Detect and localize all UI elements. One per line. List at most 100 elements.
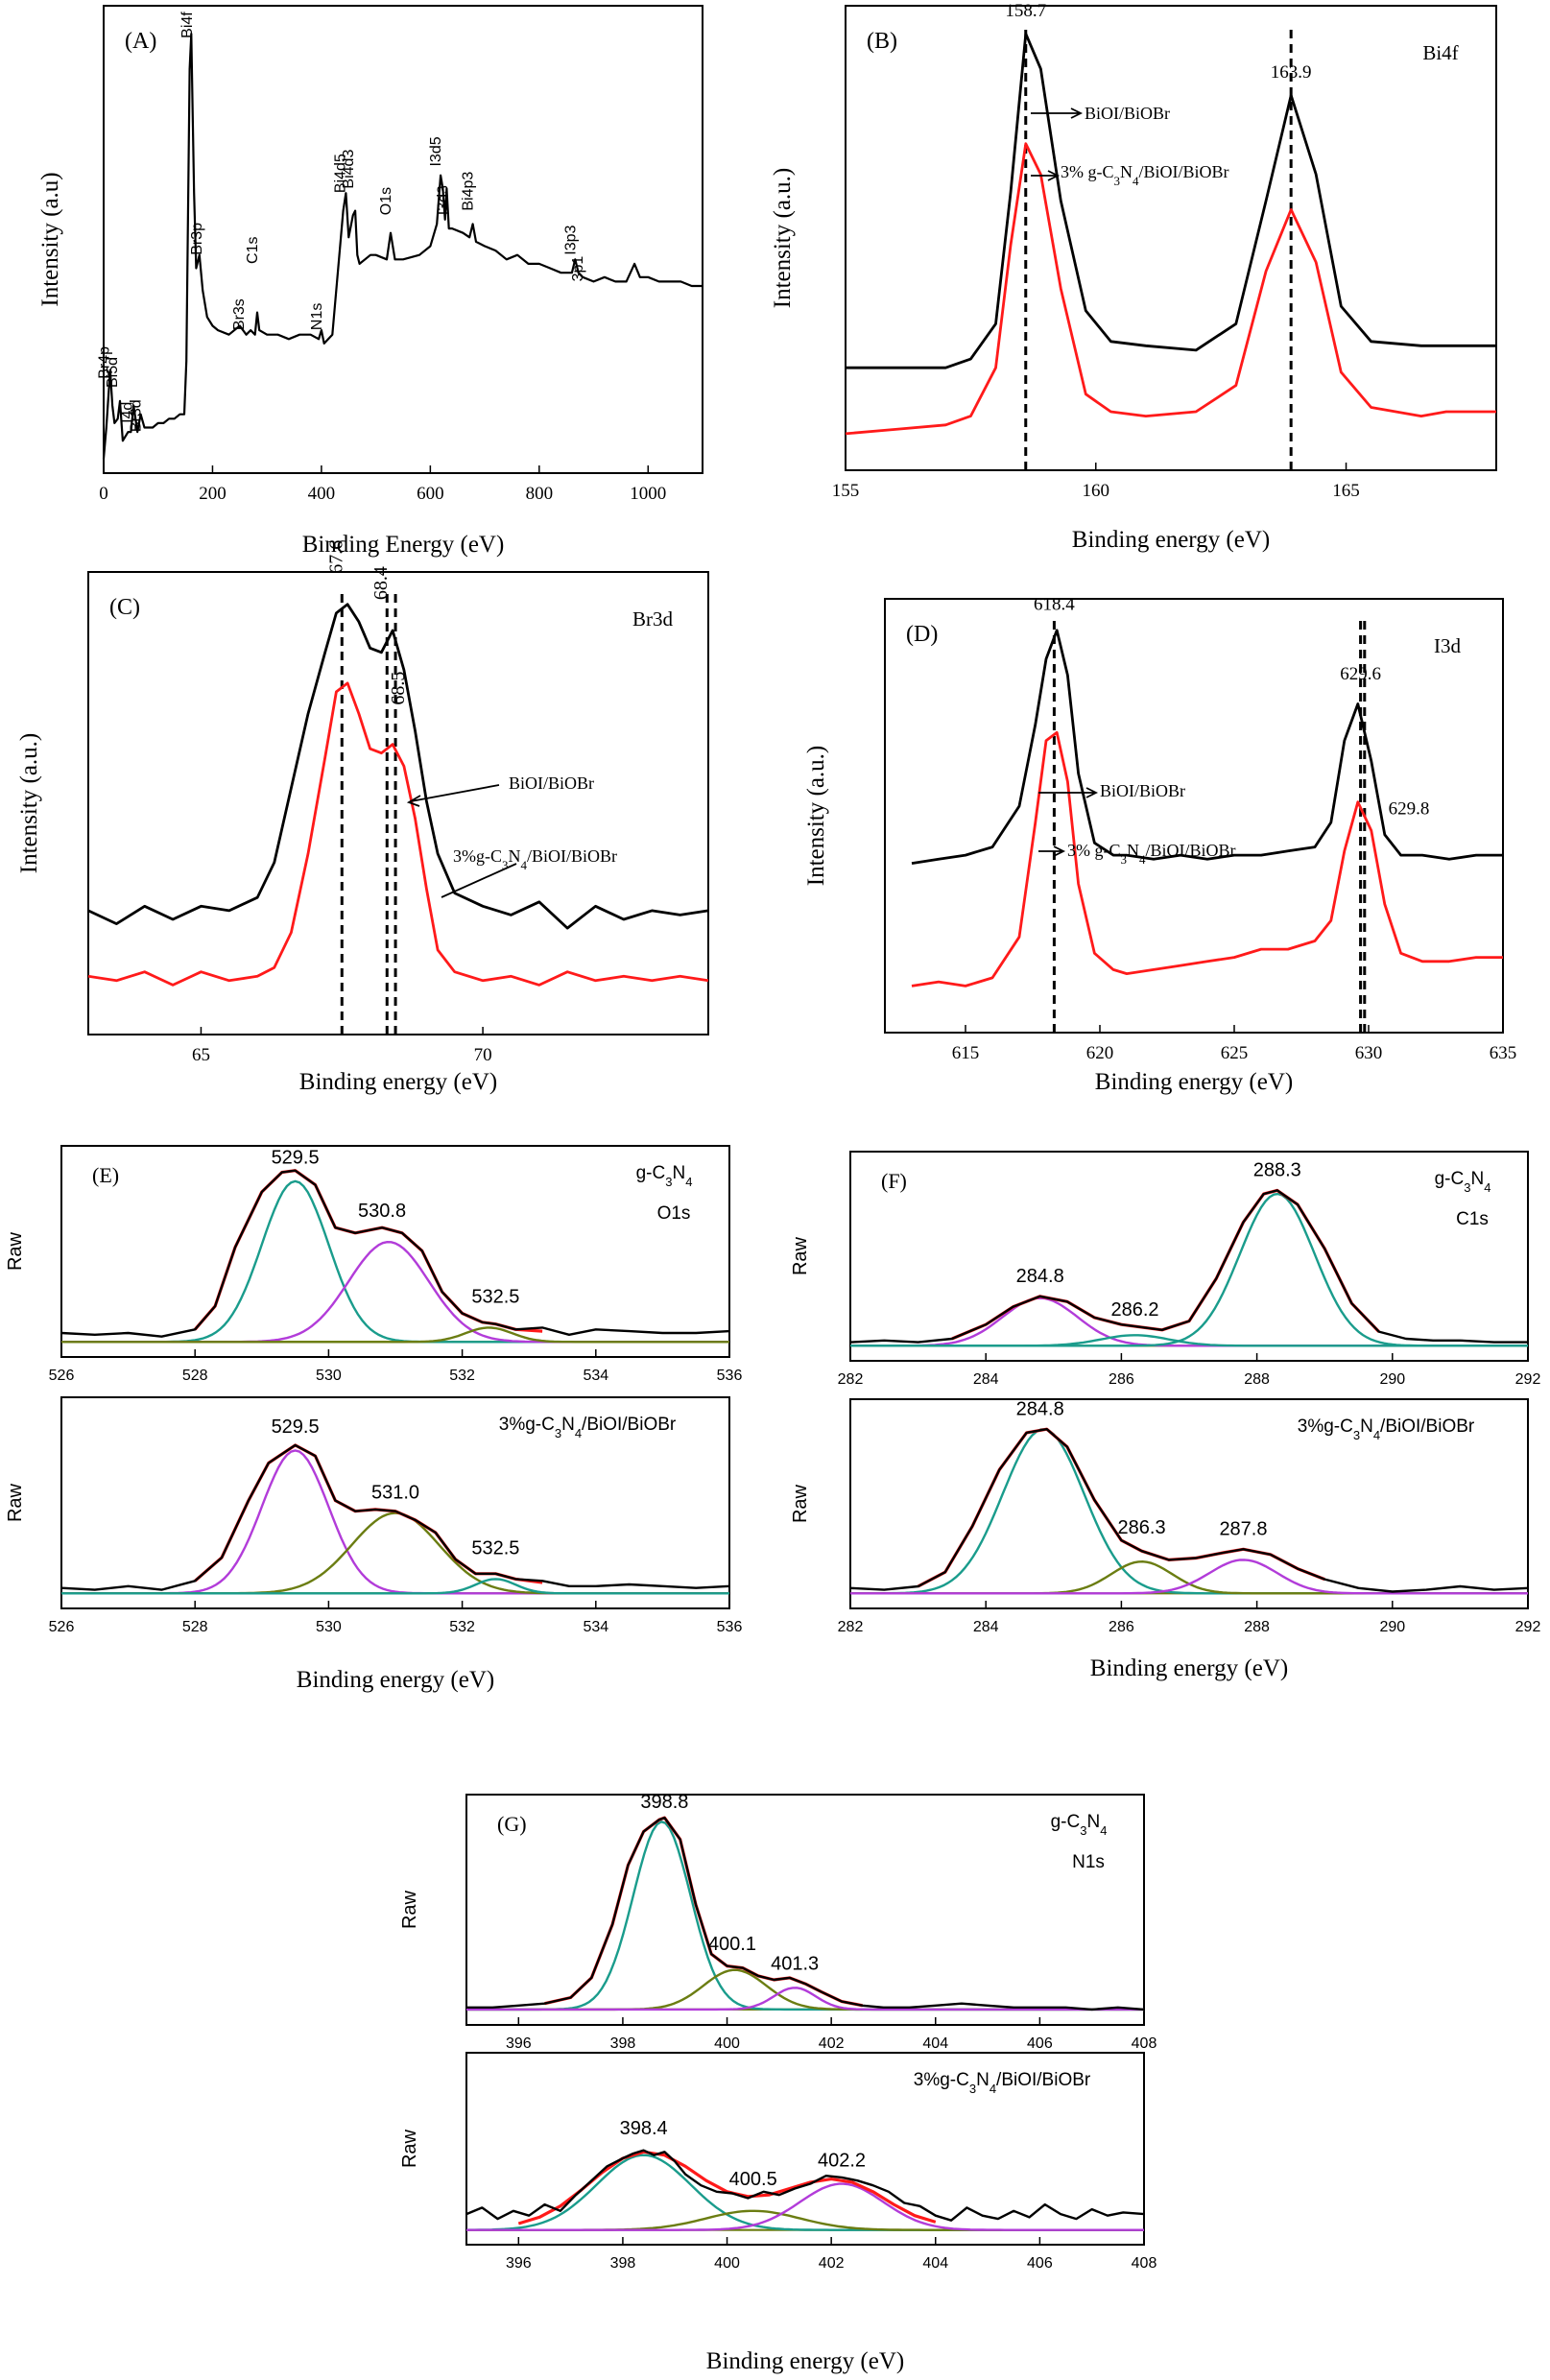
- x-tick-label: 402: [819, 2255, 845, 2272]
- series-line-black: [911, 629, 1503, 865]
- panel-label: (E): [92, 1163, 119, 1187]
- peak-annotation: Bi5d: [105, 357, 121, 388]
- peak-annotation: I3d5: [428, 136, 444, 166]
- peak-annotation: 68.4: [370, 566, 392, 600]
- series-label: BiOI/BiOBr: [1085, 104, 1170, 123]
- series-line-black: [102, 33, 703, 459]
- x-tick-label: 0: [99, 484, 108, 504]
- x-tick-label: 408: [1132, 2035, 1157, 2052]
- peak-annotation: 629.6: [1340, 664, 1381, 684]
- series-line-red: [911, 730, 1503, 988]
- x-axis-label: Binding energy (eV): [299, 1069, 497, 1095]
- x-tick-label: 400: [714, 2255, 740, 2272]
- y-axis-label: Raw: [790, 1484, 811, 1523]
- y-axis-label: Intensity (a.u): [37, 172, 63, 306]
- x-tick-label: 635: [1490, 1043, 1517, 1063]
- x-axis-label: Binding energy (eV): [1072, 527, 1270, 553]
- fit-component: [61, 1578, 729, 1595]
- x-tick-label: 396: [506, 2255, 532, 2272]
- series-line-black: [87, 603, 709, 930]
- peak-label: 286.2: [1110, 1299, 1158, 1321]
- peak-label: 284.8: [1016, 1266, 1064, 1287]
- x-tick-label: 620: [1086, 1043, 1114, 1063]
- peak-label: 398.4: [620, 2118, 668, 2139]
- peak-label: 532.5: [471, 1286, 519, 1307]
- x-tick-label: 536: [717, 1368, 743, 1384]
- panel-b: 155 160 165 Binding energy (eV) Intensity (a…: [770, 1, 1497, 553]
- fit-component: [61, 1449, 729, 1595]
- peak-annotation: Bi4f: [179, 12, 196, 38]
- subplot-g-c3n4: 396 398 400 402 404 406 408 398.8 400.1 401.3 g-C3…: [399, 1792, 1157, 2052]
- panel-label: (G): [497, 1812, 527, 1836]
- series-line-red: [87, 681, 709, 987]
- panel-label: (A): [125, 29, 156, 54]
- x-axis-label: Binding energy (eV): [1095, 1069, 1293, 1095]
- raw-spectrum: [849, 1428, 1529, 1593]
- series-line-black: [846, 32, 1496, 369]
- subplot-composite: 396 398 400 402 404 406 408 398.4 400.5 402.2 3%g-…: [399, 2052, 1157, 2272]
- fit-component: [466, 2182, 1144, 2231]
- subplot-legend: g-C3N4: [636, 1163, 693, 1189]
- x-tick-label: 534: [583, 1368, 608, 1384]
- peak-annotation: Bi4p3: [461, 172, 477, 211]
- x-tick-label: 155: [832, 481, 860, 501]
- subplot-legend: C1s: [1456, 1209, 1489, 1229]
- peak-label: 286.3: [1118, 1517, 1166, 1538]
- panel-f: 282 284 286 288 290 292 284.8 286.2 288.3 g-C3N4 C…: [790, 1151, 1540, 1681]
- x-tick-label: 398: [610, 2255, 636, 2272]
- raw-spectrum: [60, 1169, 730, 1338]
- subplot-legend: O1s: [657, 1203, 691, 1224]
- x-axis-label: Binding energy (eV): [297, 1667, 494, 1693]
- peak-label: 398.8: [640, 1792, 688, 1813]
- x-tick-label: 615: [952, 1043, 980, 1063]
- peak-label: 402.2: [818, 2150, 866, 2171]
- panel-b-frame: [845, 5, 1497, 471]
- subplot-frame: [849, 1151, 1529, 1362]
- x-axis-label: Binding energy (eV): [1090, 1655, 1288, 1681]
- x-tick-label: 400: [308, 484, 336, 504]
- x-tick-label: 284: [973, 1371, 999, 1388]
- x-tick-label: 530: [316, 1368, 342, 1384]
- peak-annotation: 618.4: [1034, 594, 1075, 614]
- fit-component: [850, 1192, 1528, 1347]
- y-axis-label: Raw: [399, 1890, 420, 1929]
- x-tick-label: 160: [1083, 481, 1110, 501]
- fit-component: [850, 1559, 1528, 1595]
- fit-component: [850, 1559, 1528, 1595]
- peak-annotation: I3d3: [436, 185, 452, 215]
- subplot-g-c3n4: 282 284 286 288 290 292 284.8 286.2 288.3 g-C3N4 C…: [790, 1151, 1540, 1388]
- fit-component: [466, 1820, 1144, 2011]
- panel-d: 615 620 625 630 635 Binding energy (eV) Intens…: [803, 594, 1516, 1095]
- fit-component: [850, 1428, 1528, 1595]
- raw-spectrum: [60, 1443, 730, 1591]
- fit-envelope: [951, 1188, 1380, 1341]
- y-axis-label: Raw: [399, 2129, 420, 2168]
- panel-label: (D): [906, 622, 938, 647]
- subplot-g-c3n4: 526 528 530 532 534 536 529.5 530.8 532.5 g-C3N4 O…: [5, 1145, 743, 1384]
- subplot-frame: [465, 2052, 1145, 2246]
- subplot-composite: 282 284 286 288 290 292 284.8 286.3 287.8 3%g-C3N…: [790, 1398, 1540, 1635]
- x-tick-label: 600: [417, 484, 444, 504]
- peak-annotation: I3p3: [562, 225, 579, 254]
- x-tick-label: 200: [199, 484, 227, 504]
- panel-label: (B): [867, 29, 897, 54]
- fit-component: [61, 1240, 729, 1344]
- subplot-legend: 3%g-C3N4/BiOI/BiOBr: [499, 1415, 677, 1440]
- peak-annotation: N1s: [309, 303, 325, 330]
- y-axis-label: Intensity (a.u.): [16, 733, 42, 873]
- x-axis-label: Binding Energy (eV): [302, 532, 505, 558]
- peak-annotation: 629.8: [1389, 798, 1430, 819]
- peak-annotation: 163.9: [1271, 62, 1312, 83]
- panel-g: 396 398 400 402 404 406 408 398.8 400.1 401.3 g-C3…: [399, 1792, 1157, 2374]
- subplot-frame: [60, 1145, 730, 1358]
- x-tick-label: 408: [1132, 2255, 1157, 2272]
- raw-spectrum: [849, 1189, 1528, 1344]
- peak-annotation: Br4p: [97, 346, 113, 379]
- legend-arrow: [441, 863, 517, 898]
- x-tick-label: 282: [838, 1619, 864, 1635]
- series-label: BiOI/BiOBr: [509, 774, 594, 793]
- panel-label: (C): [109, 595, 140, 620]
- peak-label: 529.5: [272, 1416, 320, 1438]
- peak-annotation: I4d: [119, 402, 135, 423]
